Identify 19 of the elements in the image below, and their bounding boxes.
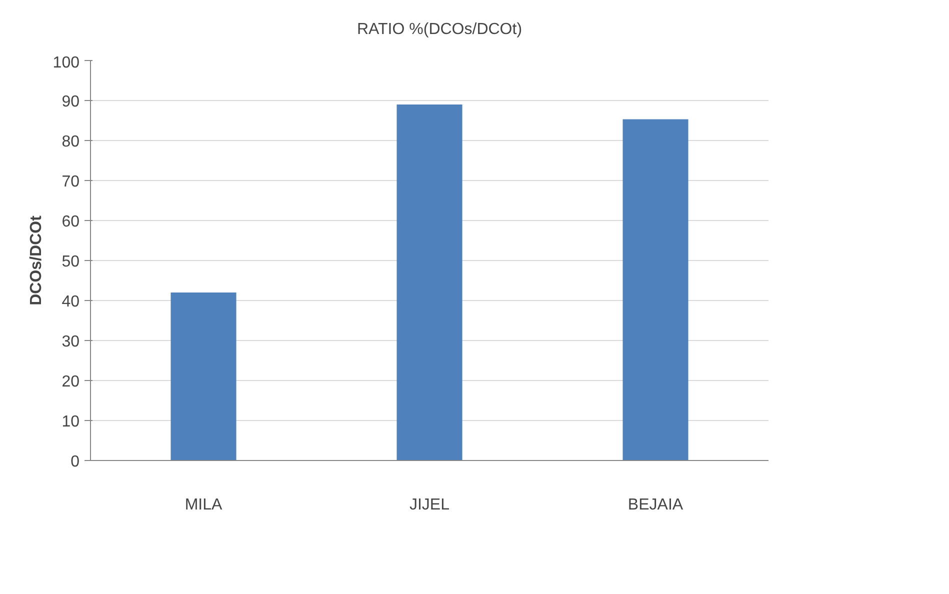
y-tick-label: 50 (62, 254, 80, 270)
x-tick-label: BEJAIA (628, 496, 684, 514)
bar (170, 292, 236, 460)
bar (622, 119, 688, 460)
y-tick-label: 20 (62, 374, 80, 390)
y-tick-label: 60 (62, 214, 80, 230)
y-tick-label: 80 (62, 134, 80, 150)
y-tick-label: 0 (70, 454, 80, 470)
y-tick-label: 30 (62, 334, 80, 350)
bar (396, 104, 462, 460)
y-tick-label: 10 (62, 414, 80, 430)
x-tick-label: JIJEL (409, 496, 450, 514)
y-tick-label: 40 (62, 294, 80, 310)
y-tick-label: 100 (52, 54, 80, 72)
y-tick-label: 90 (62, 94, 80, 110)
y-axis-title: DCOs/DCOt (28, 214, 45, 306)
x-tick-label: MILA (184, 496, 222, 514)
text: RATIO %(DCOs/DCOt) (356, 21, 522, 39)
y-tick-label: 70 (62, 174, 80, 190)
